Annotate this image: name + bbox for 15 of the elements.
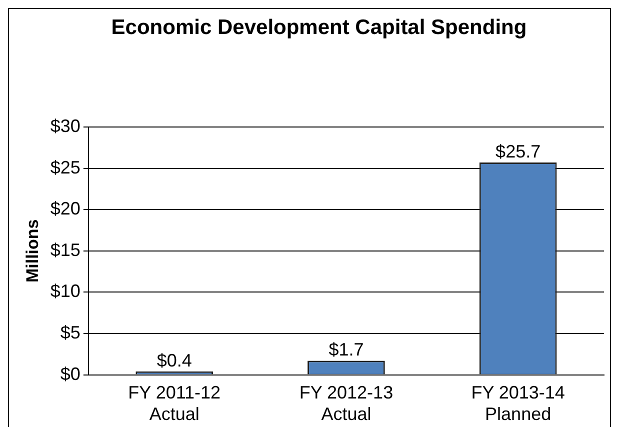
- x-tick-label: FY 2013-14 Planned: [471, 382, 565, 424]
- data-label: $25.7: [496, 141, 541, 162]
- y-tick-label: $25: [50, 157, 80, 178]
- y-tick-label: $10: [50, 281, 80, 302]
- x-tick-label: FY 2012-13 Actual: [299, 382, 394, 424]
- y-axis-title: Millions: [22, 219, 42, 283]
- data-label: $1.7: [328, 340, 364, 360]
- y-tick-label: $30: [50, 116, 80, 136]
- data-label: $0.4: [156, 350, 192, 370]
- y-tick-label: $0: [60, 364, 80, 384]
- chart-title: Economic Development Capital Spending: [110, 15, 528, 41]
- y-tick-label: $5: [60, 322, 80, 342]
- x-tick-label: FY 2011-12 Actual: [128, 382, 221, 424]
- y-tick-label: $20: [50, 198, 80, 219]
- y-tick-label: $15: [50, 240, 80, 260]
